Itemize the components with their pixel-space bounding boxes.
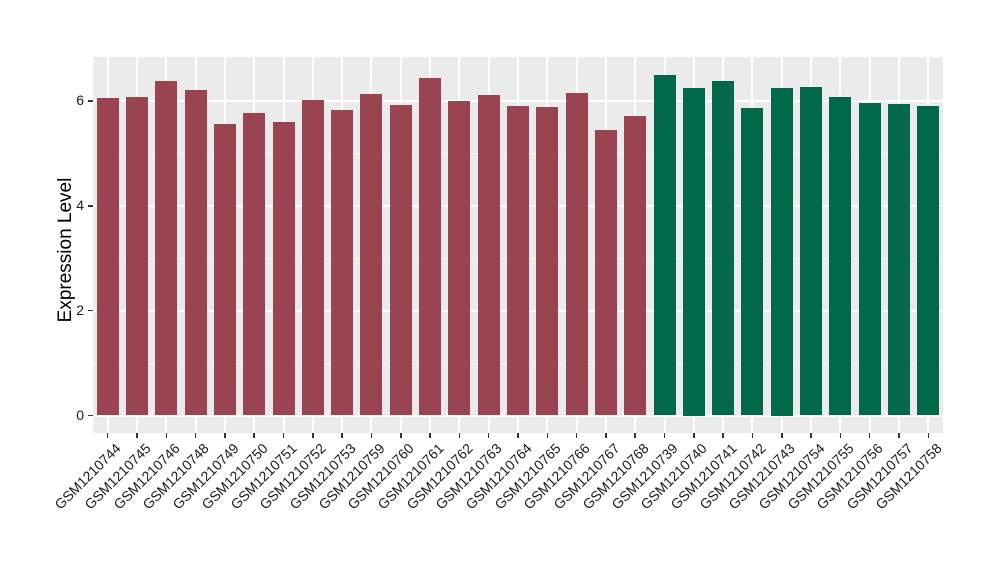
bar [96, 97, 119, 416]
y-tick-mark [88, 100, 93, 102]
bar [331, 109, 354, 416]
x-tick-mark [136, 433, 138, 438]
bar [565, 93, 588, 416]
y-tick-label: 6 [76, 92, 84, 109]
y-tick-mark [88, 414, 93, 417]
bar [536, 106, 559, 416]
x-tick-mark [722, 433, 724, 438]
y-tick-label: 4 [76, 196, 84, 213]
bar [888, 104, 911, 416]
bar [682, 88, 705, 416]
x-tick-mark [282, 433, 285, 438]
x-tick-mark [517, 433, 519, 438]
x-tick-mark [868, 433, 871, 438]
x-tick-mark [546, 433, 549, 438]
x-tick-mark [253, 433, 255, 438]
bar [624, 115, 647, 416]
bar [389, 104, 412, 416]
bar [653, 74, 676, 416]
y-tick-label: 2 [76, 301, 84, 318]
x-tick-mark [927, 433, 930, 438]
bar [272, 121, 295, 416]
bar [477, 94, 500, 416]
bar [741, 107, 764, 416]
bar [213, 124, 236, 416]
bar [858, 102, 881, 416]
x-tick-mark [898, 433, 900, 438]
bar [770, 88, 793, 416]
y-tick-mark [88, 309, 93, 312]
bar [419, 78, 442, 416]
x-tick-mark [194, 433, 197, 438]
x-tick-mark [224, 433, 226, 438]
bar [448, 100, 471, 416]
x-tick-mark [400, 433, 402, 438]
x-tick-mark [106, 433, 109, 438]
x-tick-mark [312, 433, 314, 438]
x-tick-mark [751, 433, 754, 438]
x-tick-mark [693, 433, 695, 438]
bar [301, 99, 324, 416]
bar [155, 80, 178, 416]
bar [712, 81, 735, 416]
x-tick-mark [575, 433, 578, 438]
bar [829, 97, 852, 416]
bar [360, 94, 383, 416]
x-tick-mark [458, 433, 461, 438]
x-tick-mark [370, 433, 373, 438]
x-tick-mark [810, 433, 812, 438]
x-tick-mark [663, 433, 666, 438]
x-tick-mark [839, 433, 842, 438]
y-tick-label: 0 [76, 406, 84, 423]
bar [184, 90, 207, 416]
x-tick-mark [429, 433, 431, 438]
x-tick-mark [165, 433, 168, 438]
bar [917, 106, 940, 416]
bar [125, 96, 148, 416]
x-tick-mark [605, 433, 607, 438]
bar [594, 130, 617, 416]
bar [507, 106, 529, 416]
y-tick-mark [88, 205, 93, 207]
x-tick-mark [634, 433, 636, 438]
x-tick-mark [341, 433, 343, 438]
bar [800, 87, 823, 416]
bar [243, 112, 266, 416]
x-tick-mark [487, 433, 490, 438]
x-tick-mark [781, 433, 783, 438]
plot-panel [93, 57, 943, 433]
